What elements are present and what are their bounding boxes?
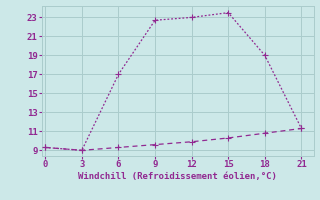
X-axis label: Windchill (Refroidissement éolien,°C): Windchill (Refroidissement éolien,°C) [78,172,277,181]
